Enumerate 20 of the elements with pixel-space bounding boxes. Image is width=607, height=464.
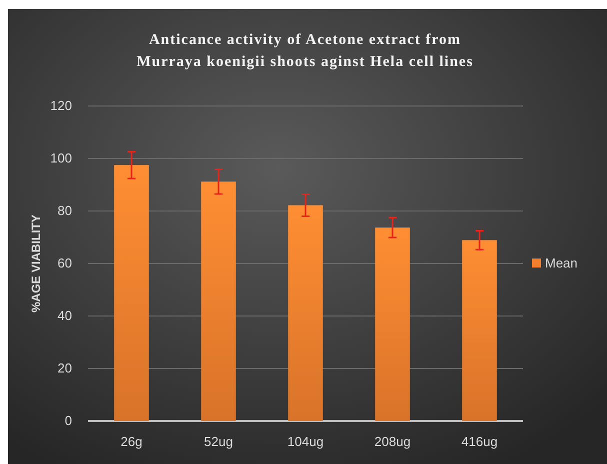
y-tick-label: 100 <box>50 150 72 166</box>
bar <box>462 240 497 421</box>
bar <box>375 228 410 421</box>
legend-label: Mean <box>545 256 578 270</box>
bar <box>288 205 323 421</box>
x-tick-label: 104ug <box>287 434 324 450</box>
x-tick-label: 416ug <box>461 434 498 450</box>
x-tick-label: 208ug <box>374 434 411 450</box>
x-tick-label: 26g <box>120 434 142 450</box>
bar <box>114 165 149 421</box>
y-tick-label: 0 <box>64 413 72 428</box>
y-tick-label: 80 <box>58 203 72 218</box>
y-tick-label: 60 <box>58 256 72 271</box>
chart-title: Anticance activity of Acetone extract from Murraya koenigii shoots aginst Hela cell lines <box>136 32 474 70</box>
bar <box>201 182 236 421</box>
x-tick-label: 52ug <box>204 434 233 450</box>
y-tick-label: 40 <box>58 308 72 324</box>
y-axis-title: %AGE VIABILITY <box>29 214 43 313</box>
y-tick-label: 120 <box>50 98 72 114</box>
y-tick-label: 20 <box>58 360 72 376</box>
